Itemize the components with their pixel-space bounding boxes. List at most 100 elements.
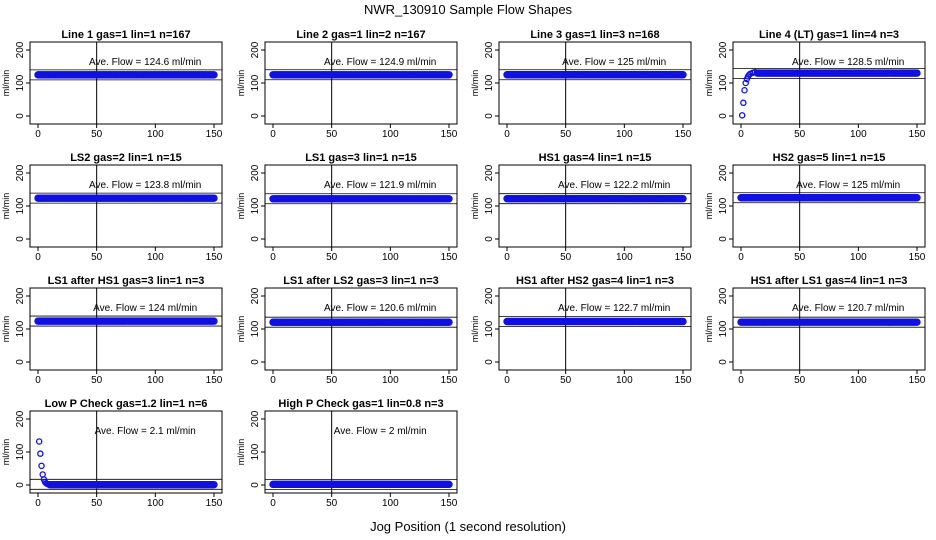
x-tick-label: 0: [270, 129, 276, 140]
panel-title: LS1 gas=3 lin=1 n=15: [305, 152, 417, 164]
y-tick-label: 100: [15, 74, 26, 91]
x-tick-label: 50: [560, 129, 572, 140]
data-point: [210, 480, 218, 489]
panel-1: Line 1 gas=1 lin=1 n=167 0 50 100 150 0 100 200…: [1, 29, 223, 140]
y-axis-label: ml/min: [236, 193, 246, 220]
panel-10: LS1 after LS2 gas=3 lin=1 n=3 0 50 100 150 0 1…: [236, 275, 458, 386]
data-point: [741, 87, 748, 94]
data-points: [34, 71, 218, 79]
y-tick-label: 100: [718, 320, 729, 337]
x-tick-label: 100: [850, 129, 867, 140]
x-tick-label: 0: [270, 375, 276, 386]
data-point: [210, 194, 218, 202]
data-point: [913, 194, 921, 202]
x-tick-label: 150: [206, 498, 223, 509]
figure-xlabel: Jog Position (1 second resolution): [370, 519, 566, 534]
x-tick-label: 100: [147, 252, 164, 263]
panel-13: Low P Check gas=1.2 lin=1 n=6 0 50 100 150 0 1…: [1, 398, 223, 509]
data-point: [740, 99, 747, 107]
data-point: [679, 71, 687, 79]
x-tick-label: 150: [675, 375, 692, 386]
data-point: [679, 194, 687, 203]
y-tick-label: 0: [718, 236, 729, 242]
x-tick-label: 100: [616, 129, 633, 140]
y-tick-label: 0: [15, 359, 26, 365]
data-points: [503, 194, 687, 203]
data-point: [445, 195, 453, 203]
panel-8: HS2 gas=5 lin=1 n=15 0 50 100 150 0 100 200 ml/m…: [704, 152, 926, 263]
y-axis-label: ml/min: [1, 193, 11, 220]
panel-4: Line 4 (LT) gas=1 lin=4 n=3 0 50 100 150 0 100…: [704, 29, 926, 140]
y-tick-label: 200: [718, 287, 729, 304]
x-tick-label: 0: [504, 252, 510, 263]
x-tick-label: 0: [504, 129, 510, 140]
x-tick-label: 0: [738, 129, 744, 140]
data-points: [35, 438, 218, 489]
data-point: [37, 450, 44, 457]
x-tick-label: 0: [270, 498, 276, 509]
x-tick-label: 150: [441, 498, 458, 509]
y-axis-label: ml/min: [704, 70, 714, 97]
y-tick-label: 0: [250, 113, 261, 119]
average-flow-annotation: Ave. Flow = 123.8 ml/min: [89, 180, 201, 191]
data-points: [269, 195, 453, 203]
average-flow-annotation: Ave. Flow = 2 ml/min: [334, 426, 427, 437]
y-tick-label: 0: [250, 482, 261, 488]
figure-title: NWR_130910 Sample Flow Shapes: [364, 2, 573, 17]
y-tick-label: 200: [15, 164, 26, 181]
panel-title: HS1 after HS2 gas=4 lin=1 n=3: [516, 275, 674, 287]
x-tick-label: 50: [794, 375, 806, 386]
y-tick-label: 100: [15, 443, 26, 460]
average-flow-annotation: Ave. Flow = 122.7 ml/min: [558, 303, 670, 314]
average-flow-annotation: Ave. Flow = 122.2 ml/min: [558, 180, 670, 191]
panel-3: Line 3 gas=1 lin=3 n=168 0 50 100 150 0 100 200…: [470, 29, 692, 140]
y-tick-label: 100: [250, 443, 261, 460]
y-tick-label: 100: [484, 74, 495, 91]
panel-title: High P Check gas=1 lin=0.8 n=3: [278, 398, 443, 410]
panel-title: LS1 after HS1 gas=3 lin=1 n=3: [48, 275, 205, 287]
y-tick-label: 200: [15, 41, 26, 58]
y-axis-label: ml/min: [470, 70, 480, 97]
x-tick-label: 100: [147, 375, 164, 386]
x-tick-label: 50: [326, 252, 338, 263]
y-tick-label: 100: [484, 197, 495, 214]
y-axis-label: ml/min: [470, 193, 480, 220]
x-tick-label: 50: [91, 498, 103, 509]
y-tick-label: 200: [250, 41, 261, 58]
x-tick-label: 0: [738, 252, 744, 263]
data-point: [38, 462, 45, 470]
y-tick-label: 200: [15, 410, 26, 427]
panel-14: High P Check gas=1 lin=0.8 n=3 0 50 100 150 0…: [236, 398, 458, 509]
data-point: [445, 71, 453, 79]
x-tick-label: 150: [909, 129, 926, 140]
y-tick-label: 200: [718, 41, 729, 58]
y-tick-label: 0: [484, 236, 495, 242]
data-point: [913, 318, 921, 326]
y-tick-label: 100: [15, 197, 26, 214]
x-tick-label: 100: [382, 498, 399, 509]
x-tick-label: 0: [738, 375, 744, 386]
average-flow-annotation: Ave. Flow = 125 ml/min: [562, 57, 666, 68]
data-points: [737, 194, 921, 202]
x-tick-label: 100: [382, 252, 399, 263]
y-axis-label: ml/min: [1, 316, 11, 343]
x-tick-label: 100: [382, 375, 399, 386]
data-points: [34, 317, 218, 325]
y-axis-label: ml/min: [1, 439, 11, 466]
panel-title: HS2 gas=5 lin=1 n=15: [773, 152, 886, 164]
y-tick-label: 200: [718, 164, 729, 181]
panel-11: HS1 after HS2 gas=4 lin=1 n=3 0 50 100 150 0 1…: [470, 275, 692, 386]
data-points: [269, 71, 453, 79]
average-flow-annotation: Ave. Flow = 120.6 ml/min: [324, 303, 436, 314]
y-tick-label: 100: [250, 320, 261, 337]
y-tick-label: 200: [15, 287, 26, 304]
panel-7: HS1 gas=4 lin=1 n=15 0 50 100 150 0 100 200 ml/m…: [470, 152, 692, 263]
data-points: [737, 318, 921, 326]
panel-title: HS1 after LS1 gas=4 lin=1 n=3: [751, 275, 908, 287]
x-tick-label: 150: [206, 252, 223, 263]
x-tick-label: 100: [147, 129, 164, 140]
panel-title: HS1 gas=4 lin=1 n=15: [539, 152, 652, 164]
panel-title: LS2 gas=2 lin=1 n=15: [70, 152, 182, 164]
data-point: [679, 317, 687, 326]
x-tick-label: 150: [441, 375, 458, 386]
